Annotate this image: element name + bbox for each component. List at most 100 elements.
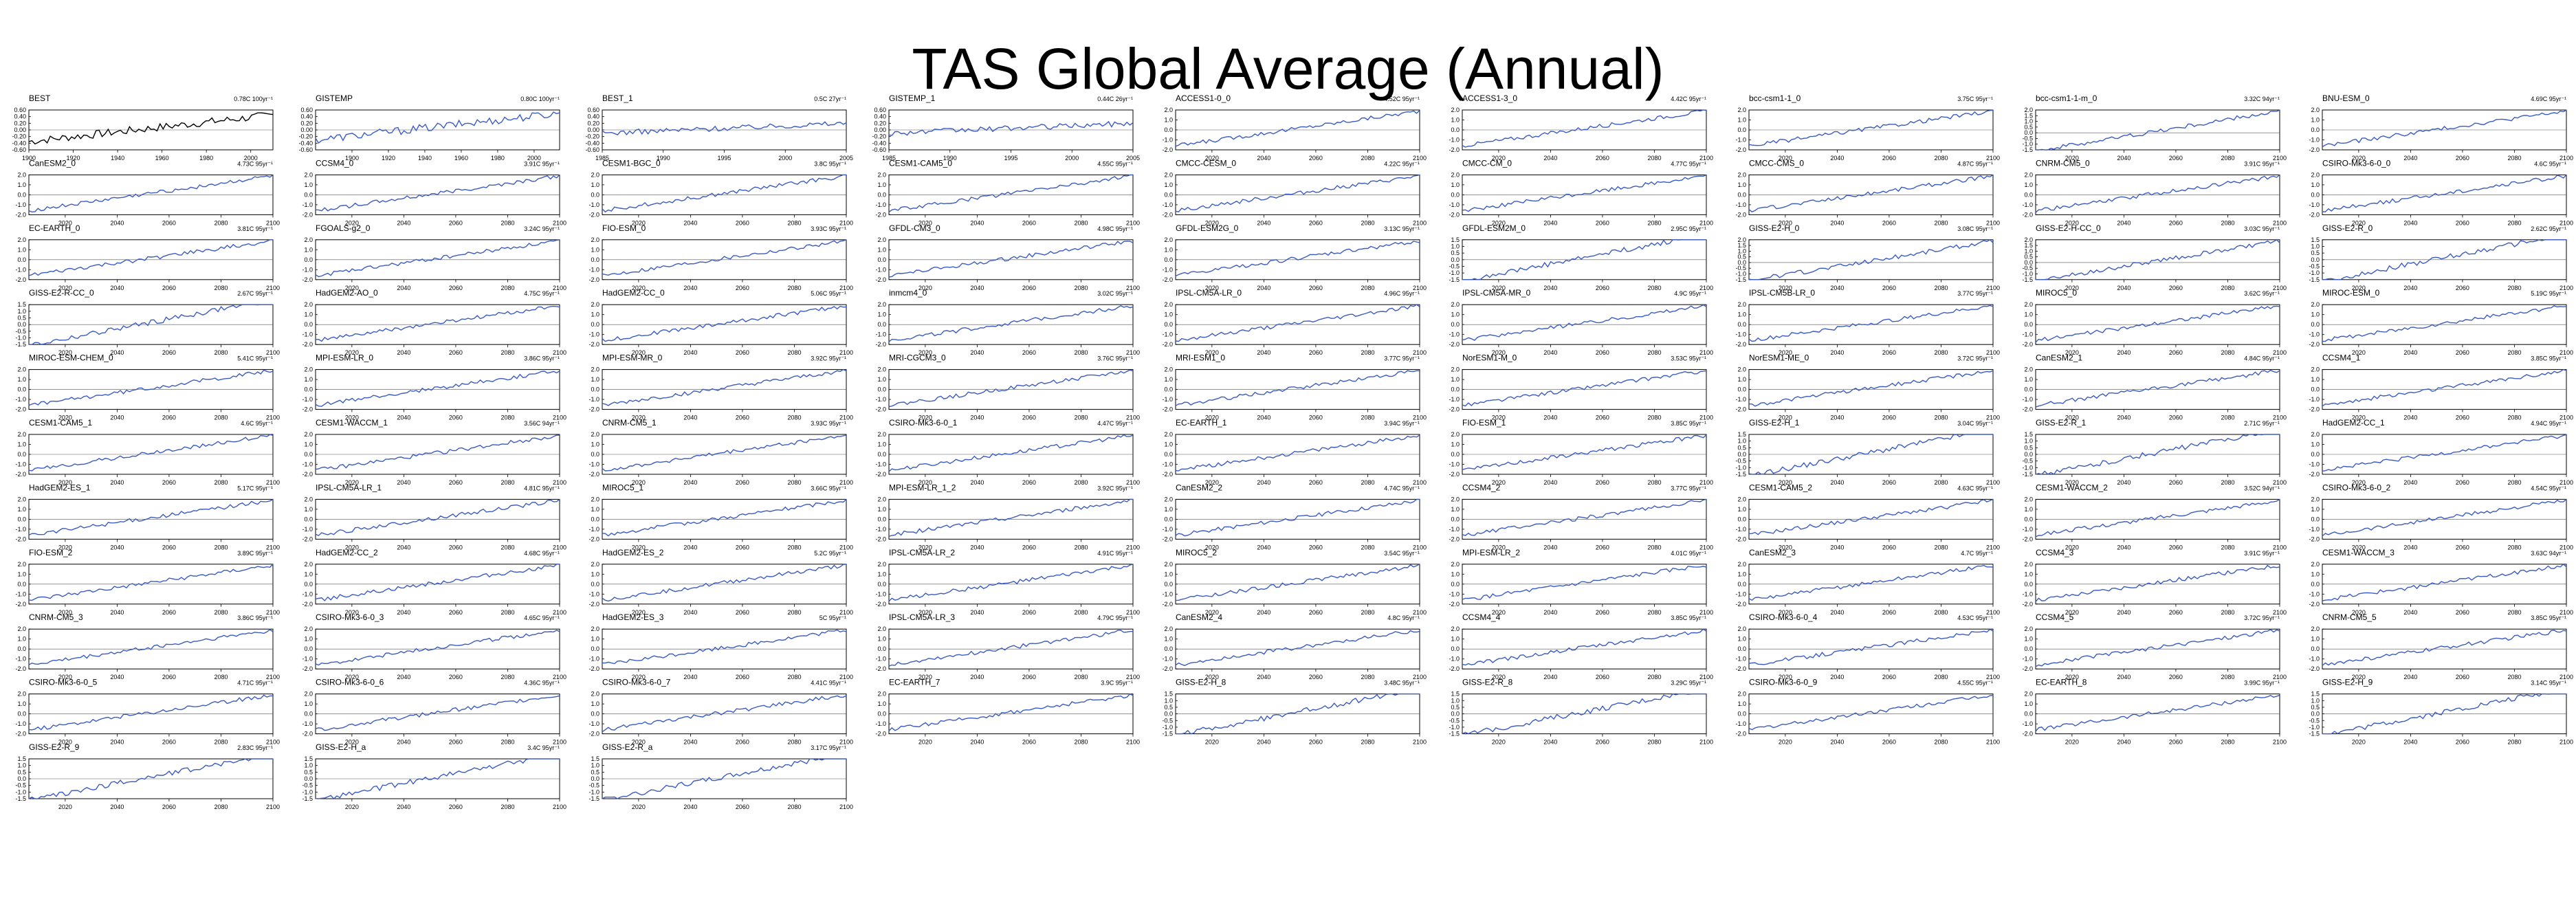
chart-panel: MPI-ESM-LR_2 4.01C 95yr⁻¹ 2.0 1.0 0.0 -1.0 -2.…: [1449, 548, 1713, 616]
x-tick-label: 2040: [110, 349, 124, 356]
x-tick-label: 2040: [2403, 739, 2417, 746]
x-tick-label: 2080: [2221, 414, 2234, 421]
y-tick-label: 1.0: [17, 636, 26, 643]
y-tick-label: -0.20: [872, 133, 886, 140]
panel-stat: 3.48C 95yr⁻¹: [1384, 680, 1420, 687]
y-tick-label: 0.60: [300, 107, 313, 113]
y-tick-label: 2.0: [17, 171, 26, 178]
panel-stat: 3.85C 95yr⁻¹: [2531, 614, 2566, 621]
y-tick-label: 2.0: [1737, 107, 1746, 113]
panel-title: HadGEM2-AO_0: [316, 288, 378, 298]
chart-panel: CESM1-CAM5_1 4.6C 95yr⁻¹ 2.0 1.0 0.0 -1.0 -2.0…: [15, 418, 280, 486]
y-tick-label: 1.0: [591, 571, 599, 577]
y-tick-label: 0.0: [1164, 321, 1173, 328]
y-tick-label: 2.0: [877, 171, 886, 178]
x-tick-label: 2000: [244, 155, 258, 162]
x-tick-label: 2040: [1543, 544, 1557, 551]
y-tick-label: -1.0: [588, 788, 599, 795]
x-tick-label: 2040: [2403, 155, 2417, 162]
x-tick-label: 2060: [162, 804, 176, 810]
x-tick-label: 2100: [1126, 544, 1140, 551]
y-tick-label: 1.0: [2311, 571, 2320, 577]
series-line: [2035, 370, 2280, 408]
series-line: [28, 498, 274, 536]
y-tick-label: -1.0: [875, 590, 886, 597]
x-tick-label: 2060: [1309, 479, 1323, 486]
x-tick-label: 2040: [1543, 414, 1557, 421]
series-line: [888, 120, 1134, 136]
y-tick-label: 0.0: [17, 711, 26, 718]
chart-panel: EC-EARTH_1 3.94C 95yr⁻¹ 2.0 1.0 0.0 -1.0 -2.0 2…: [1162, 418, 1427, 486]
y-tick-label: -1.0: [2309, 656, 2320, 663]
series-line: [1748, 174, 1994, 213]
plot-frame: [1748, 239, 1994, 280]
chart-panel: bcc-csm1-1-m_0 3.32C 94yr⁻¹ 2.01.51.00.50.…: [2022, 93, 2287, 162]
x-tick-label: 2100: [1413, 609, 1427, 616]
panel-stat: 3.4C 95yr⁻¹: [527, 744, 560, 751]
y-tick-label: 0.0: [304, 711, 313, 718]
x-tick-label: 2020: [2352, 349, 2366, 356]
chart-panel: GISS-E2-H_8 3.48C 95yr⁻¹1.51.00.50.0-0.5-…: [1162, 678, 1427, 746]
panel-stat: 3.76C 95yr⁻¹: [1097, 355, 1133, 362]
chart-panel: ACCESS1-0_0 4.52C 95yr⁻¹ 2.0 1.0 0.0 -1.0 -2.0…: [1162, 93, 1427, 162]
page-title: TAS Global Average (Annual): [912, 36, 1664, 102]
panel-title: MPI-ESM-LR_2: [1462, 548, 1520, 557]
panel-stat: 3.86C 95yr⁻¹: [524, 355, 560, 362]
y-tick-label: 0.0: [1451, 645, 1460, 652]
x-tick-label: 2040: [397, 804, 410, 810]
y-tick-label: 0.0: [1737, 451, 1746, 458]
y-tick-label: -1.0: [1735, 464, 1746, 471]
panel-title: GISS-E2-R_8: [1462, 678, 1513, 687]
y-tick-label: 1.0: [304, 571, 313, 577]
y-tick-label: -1.5: [15, 795, 26, 802]
x-tick-label: 2100: [1413, 544, 1427, 551]
y-tick-label: 2.0: [2024, 236, 2033, 243]
x-tick-label: 2080: [1647, 739, 1661, 746]
x-tick-label: 2060: [449, 544, 463, 551]
y-tick-label: 1.0: [591, 376, 599, 383]
x-tick-label: 2060: [1309, 285, 1323, 291]
y-tick-label: 1.0: [2024, 181, 2033, 188]
y-tick-label: -0.5: [2309, 717, 2320, 724]
y-tick-label: 1.0: [17, 700, 26, 707]
panel-stat: 4.68C 95yr⁻¹: [524, 550, 560, 557]
x-tick-label: 2020: [1492, 544, 1506, 551]
x-tick-label: 2020: [632, 219, 646, 226]
y-tick-label: -2.0: [2022, 341, 2033, 348]
y-tick-label: 1.0: [1737, 181, 1746, 188]
x-tick-label: 2020: [1779, 544, 1792, 551]
y-tick-label: 0.0: [2311, 126, 2320, 133]
y-tick-label: 1.0: [304, 376, 313, 383]
y-tick-label: 0.0: [1737, 386, 1746, 393]
panel-title: CanESM2_1: [2036, 353, 2082, 363]
x-tick-label: 2040: [397, 479, 410, 486]
y-tick-label: 1.0: [17, 441, 26, 448]
series-line: [315, 174, 560, 212]
x-tick-label: 2100: [1413, 349, 1427, 356]
panel-stat: 3.91C 95yr⁻¹: [524, 160, 560, 167]
x-tick-label: 2020: [1779, 219, 1792, 226]
panel-stat: 3.32C 94yr⁻¹: [2244, 96, 2280, 102]
y-tick-label: 0.00: [874, 126, 886, 133]
chart-panel: inmcm4_0 3.02C 95yr⁻¹ 2.0 1.0 0.0 -1.0 -2.0 202…: [875, 288, 1140, 356]
x-tick-label: 1920: [67, 155, 80, 162]
x-tick-label: 2100: [1986, 285, 2000, 291]
x-tick-label: 2040: [397, 414, 410, 421]
x-tick-label: 2100: [1986, 219, 2000, 226]
panel-title: MIROC-ESM_0: [2322, 288, 2380, 298]
x-tick-label: 2020: [632, 804, 646, 810]
y-tick-label: 1.0: [877, 441, 886, 448]
chart-panel: HadGEM2-ES_3 5C 95yr⁻¹ 2.0 1.0 0.0 -1.0 -2.0 20…: [588, 612, 853, 680]
y-tick-label: -2.0: [875, 211, 886, 218]
x-tick-label: 2020: [1492, 285, 1506, 291]
y-tick-label: -1.5: [2309, 731, 2320, 738]
x-tick-label: 2060: [1882, 544, 1896, 551]
panel-stat: 2.71C 95yr⁻¹: [2244, 420, 2280, 427]
x-tick-label: 2100: [839, 544, 853, 551]
x-tick-label: 2080: [500, 479, 514, 486]
y-tick-label: 2.0: [877, 431, 886, 438]
x-tick-label: 2100: [1699, 155, 1713, 162]
y-tick-label: -2.0: [2309, 665, 2320, 672]
x-tick-label: 2100: [1126, 609, 1140, 616]
series-line: [602, 174, 846, 213]
